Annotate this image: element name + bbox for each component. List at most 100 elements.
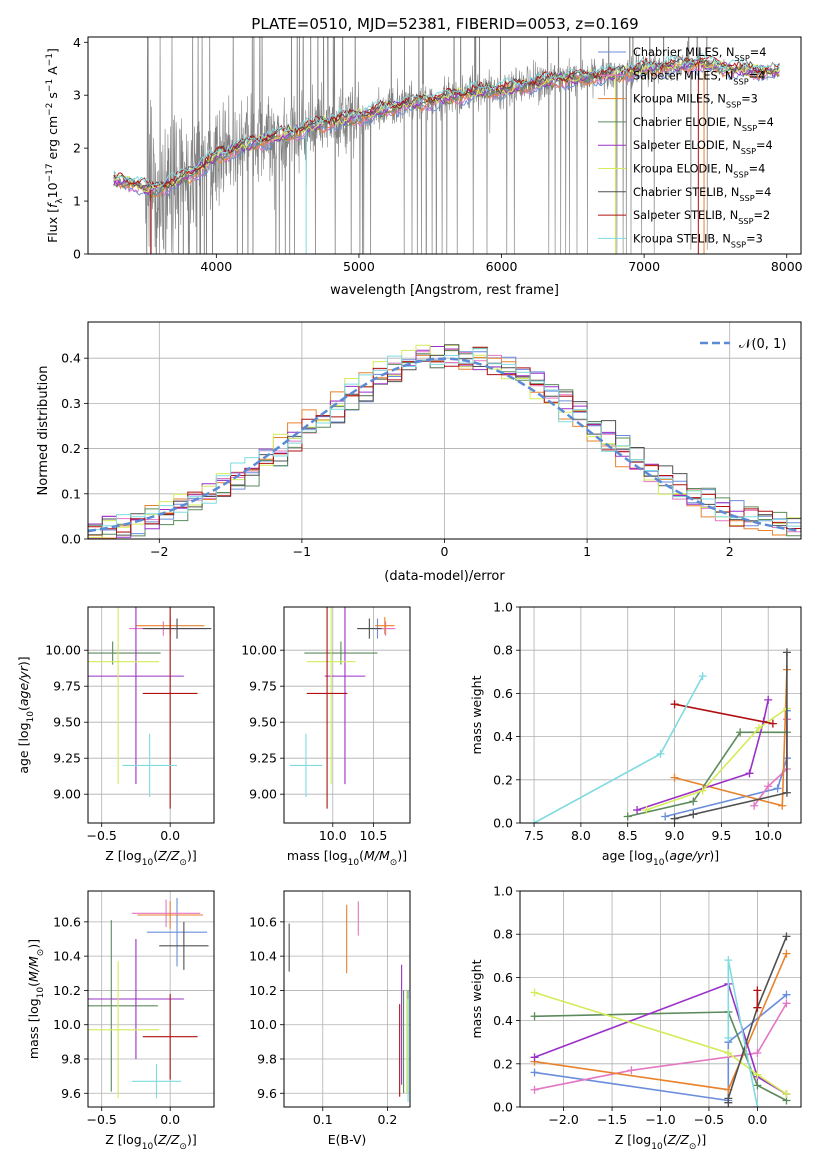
weight_vs_Z-marker-kroupa_stelib — [724, 1033, 733, 1042]
spectrum-panel: 4000 5000 6000 7000 8000 0 1 2 3 4 Chabrier MILES,… — [45, 35, 803, 298]
weight_vs_age-marker-salpeter_elodie — [633, 806, 642, 815]
age_vs_Z-marks — [88, 607, 212, 809]
weight_vs_Z-marker-kroupa_miles — [782, 949, 791, 958]
weight_vs_age-marker-kroupa_elodie — [642, 806, 651, 815]
legend-label-chabrier_elodie: Chabrier ELODIE, NSSP=4 — [633, 116, 774, 133]
spectrum-x-tick-label: 8000 — [771, 259, 803, 274]
weight_vs_Z-marker-salpeter_miles — [782, 999, 791, 1008]
weight_vs_Z-marker-salpeter_miles — [753, 1049, 762, 1057]
mass_vs_Z-x-tick-label: −0.5 — [87, 1112, 117, 1127]
weight-vs-metallicity-panel: −2.0 −1.5 −1.0 −0.5 0.0 0.0 0.2 0.4 0.6 0.8 1.0 Z [… — [469, 884, 802, 1152]
age_vs_mass-y-tick-label: 9.25 — [249, 751, 277, 766]
residuals-x-label: (data-model)/error — [384, 569, 505, 584]
spectrum-y-tick-label: 0 — [73, 247, 81, 262]
spectrum-x-tick-label: 7000 — [628, 259, 660, 274]
mass_vs_Z-y-label: mass [log10(M/M⊙)] — [26, 939, 46, 1059]
mass_vs_ebv-y-tick-label: 10.0 — [249, 1017, 277, 1032]
weight_vs_age-marker-chabrier_stelib — [689, 810, 698, 819]
weight_vs_age-x-tick-label: 7.5 — [524, 828, 544, 843]
residuals-y-tick-label: 0.1 — [61, 486, 81, 501]
weight_vs_Z-marker-chabrier_miles — [782, 990, 791, 999]
residuals-x-tick-label: −1 — [293, 544, 311, 559]
weight_vs_Z-y-label: mass weight — [469, 959, 484, 1038]
weight_vs_Z-marker-chabrier_stelib — [724, 1094, 733, 1103]
weight_vs_Z-marker-kroupa_elodie — [782, 1090, 791, 1099]
mass_vs_ebv-x-tick-label: 0.1 — [313, 1112, 333, 1127]
mass_vs_ebv-frame — [283, 890, 411, 1108]
mass_vs_Z-y-tick-label: 10.2 — [53, 983, 81, 998]
age_vs_Z-y-tick-label: 9.25 — [53, 751, 81, 766]
weight_vs_Z-marker-salpeter_stelib — [753, 986, 762, 995]
weight_vs_age-line-salpeter_stelib — [674, 703, 774, 725]
weight_vs_Z-x-tick-label: −2.0 — [548, 1112, 578, 1127]
weight_vs_age-x-tick-label: 10.0 — [754, 828, 782, 843]
age_vs_Z-plot-area — [88, 607, 214, 823]
mass_vs_ebv-y-tick-label: 10.2 — [249, 983, 277, 998]
weight_vs_Z-x-tick-label: −0.5 — [694, 1112, 724, 1127]
weight_vs_age-marker-salpeter_stelib — [670, 700, 679, 709]
legend-label-chabrier_miles: Chabrier MILES, NSSP=4 — [633, 46, 766, 63]
weight_vs_age-y-tick-label: 0.2 — [493, 772, 513, 787]
weight_vs_age-marker-chabrier_miles — [773, 784, 782, 793]
residuals-legend: 𝒩(0, 1) — [700, 337, 786, 352]
residuals-y-tick-label: 0.2 — [61, 441, 81, 456]
mass-vs-metallicity-panel: −0.5 0.0 9.6 9.8 10.0 10.2 10.4 10.6 Z [log10(Z/… — [26, 890, 215, 1152]
weight_vs_Z-marks — [530, 932, 791, 1107]
age_vs_mass-y-tick-label: 9.00 — [249, 787, 277, 802]
weight_vs_age-frame — [519, 606, 802, 824]
age_vs_mass-plot-area — [284, 607, 410, 823]
spectrum-y-tick-label: 3 — [73, 88, 81, 103]
weight_vs_Z-marker-kroupa_stelib — [753, 1103, 762, 1107]
spectrum-frame — [87, 36, 802, 255]
weight_vs_age-marker-chabrier_elodie — [623, 812, 632, 821]
weight_vs_Z-x-tick-label: 0.0 — [747, 1112, 767, 1127]
weight_vs_age-marker-kroupa_stelib — [530, 819, 539, 823]
weight_vs_age-x-tick-label: 8.5 — [618, 828, 638, 843]
weight_vs_age-marker-chabrier_stelib — [782, 788, 791, 797]
weight_vs_Z-line-chabrier_elodie — [534, 1011, 787, 1102]
spectrum-y-tick-label: 1 — [73, 194, 81, 209]
weight_vs_age-line-kroupa_elodie — [646, 707, 788, 811]
weight_vs_Z-x-label: Z [log10(Z/Z⊙)] — [615, 1132, 706, 1152]
weight_vs_Z-y-tick-label: 1.0 — [493, 884, 513, 899]
legend-label-salpeter_miles: Salpeter MILES, NSSP=4 — [633, 69, 765, 86]
weight_vs_age-y-tick-label: 0.6 — [493, 686, 513, 701]
age_vs_Z-x-label: Z [log10(Z/Z⊙)] — [105, 848, 196, 868]
weight_vs_age-marker-chabrier_miles — [661, 812, 670, 821]
weight_vs_Z-marker-chabrier_elodie — [530, 1012, 539, 1021]
weight_vs_age-marker-salpeter_miles — [764, 782, 773, 791]
weight_vs_age-marker-kroupa_stelib — [698, 672, 707, 681]
mass_vs_ebv-y-tick-label: 10.4 — [249, 949, 277, 964]
age_vs_Z-x-tick-label: 0.0 — [160, 828, 180, 843]
age_vs_mass-x-label: mass [log10(M/M⊙)] — [287, 848, 407, 868]
weight_vs_age-marker-kroupa_stelib — [656, 749, 665, 758]
mass_vs_ebv-y-tick-label: 10.6 — [249, 914, 277, 929]
age_vs_Z-y-tick-label: 9.50 — [53, 715, 81, 730]
weight_vs_Z-y-tick-label: 0.6 — [493, 970, 513, 985]
weight_vs_Z-x-tick-label: −1.5 — [597, 1112, 627, 1127]
weight_vs_age-y-tick-label: 0.8 — [493, 643, 513, 658]
residuals-panel: −2 −1 0 1 2 0.0 0.1 0.2 0.3 0.4 𝒩(0, 1) (data-model… — [36, 321, 802, 584]
residuals-y-tick-label: 0.3 — [61, 396, 81, 411]
residuals-y-tick-label: 0.0 — [61, 532, 81, 547]
legend-label-salpeter_stelib: Salpeter STELIB, NSSP=2 — [633, 209, 770, 226]
weight_vs_Z-y-tick-label: 0.2 — [493, 1056, 513, 1071]
mass_vs_Z-x-label: Z [log10(Z/Z⊙)] — [105, 1132, 196, 1152]
weight_vs_age-marker-kroupa_elodie — [698, 786, 707, 795]
weight_vs_age-marker-kroupa_elodie — [754, 723, 763, 732]
weight_vs_age-line-salpeter_elodie — [636, 699, 769, 811]
weight_vs_age-line-chabrier_stelib — [674, 652, 788, 820]
normal-distribution-curve — [88, 357, 801, 533]
mass_vs_Z-marks — [88, 897, 209, 1099]
weight_vs_Z-x-tick-label: −1.0 — [645, 1112, 675, 1127]
weight_vs_Z-y-tick-label: 0.8 — [493, 927, 513, 942]
weight_vs_Z-frame — [519, 890, 802, 1108]
weight_vs_Z-line-chabrier_miles — [534, 994, 788, 1102]
age_vs_Z-y-label: age [log10(age/yr)] — [16, 656, 36, 773]
spectrum-y-tick-label: 4 — [73, 35, 81, 50]
mass_vs_ebv-x-label: E(B-V) — [328, 1132, 367, 1147]
weight_vs_age-marker-salpeter_stelib — [768, 719, 777, 728]
weight_vs_age-marker-salpeter_elodie — [764, 695, 773, 704]
weight_vs_age-x-tick-label: 8.0 — [571, 828, 591, 843]
weight_vs_age-marker-chabrier_elodie — [736, 728, 745, 737]
